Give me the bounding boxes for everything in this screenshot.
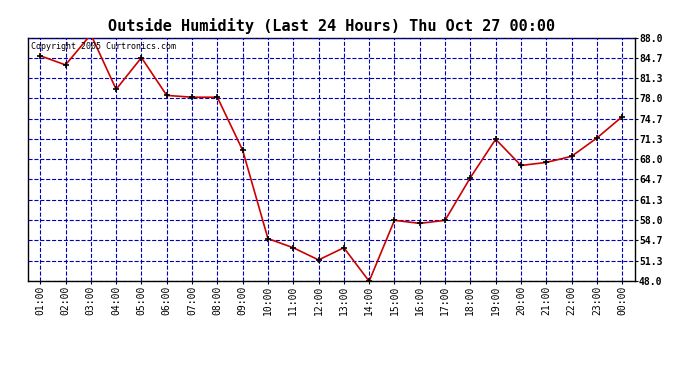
Text: Copyright 2005 Curtronics.com: Copyright 2005 Curtronics.com <box>30 42 176 51</box>
Title: Outside Humidity (Last 24 Hours) Thu Oct 27 00:00: Outside Humidity (Last 24 Hours) Thu Oct… <box>108 18 555 33</box>
